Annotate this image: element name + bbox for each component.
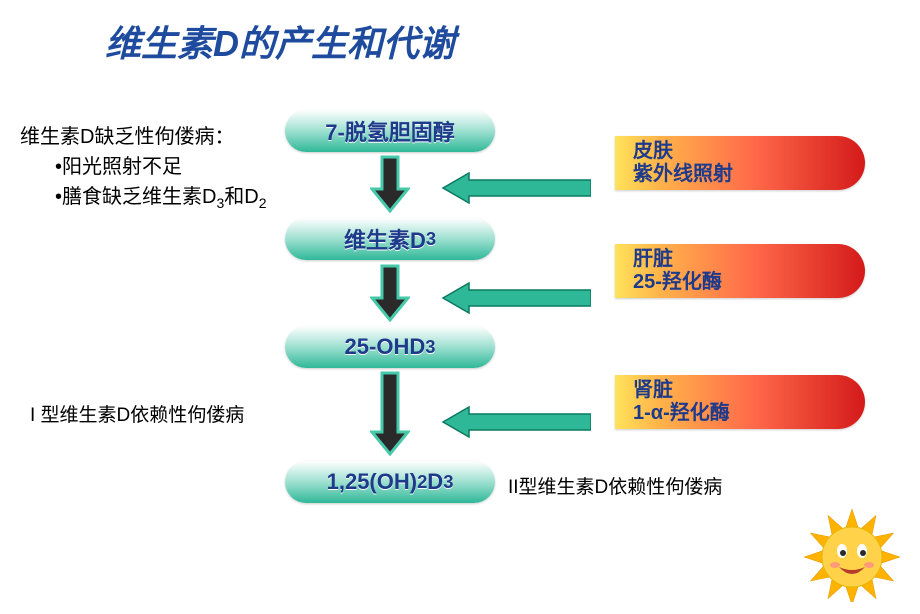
center-pill-2: 25-OHD3 — [285, 326, 495, 368]
arrow-green-0 — [441, 172, 591, 209]
arrow-green-2 — [441, 406, 591, 443]
bullet-2: •膳食缺乏维生素D3和D2 — [55, 180, 267, 211]
right-pill-1: 肝脏25-羟化酶 — [615, 244, 865, 298]
left-note-type1: I 型维生素D依赖性佝偻病 — [30, 400, 244, 427]
page-title: 维生素D的产生和代谢 — [105, 15, 455, 67]
sun-icon — [802, 502, 902, 602]
arrow-down-2 — [370, 371, 410, 456]
right-pill-0: 皮肤紫外线照射 — [615, 136, 865, 190]
center-pill-3: 1,25(OH)2D3 — [285, 461, 495, 503]
arrow-green-1 — [441, 282, 591, 319]
bullet-1: •阳光照射不足 — [55, 150, 182, 179]
right-note-type2: II型维生素D依赖性佝偻病 — [508, 472, 722, 499]
center-pill-1: 维生素D3 — [285, 218, 495, 260]
arrow-down-0 — [370, 155, 410, 213]
right-pill-2: 肾脏1-α-羟化酶 — [615, 375, 865, 429]
center-pill-0: 7-脱氢胆固醇 — [285, 110, 495, 152]
deficiency-heading: 维生素D缺乏性佝偻病： — [20, 120, 234, 149]
arrow-down-1 — [370, 264, 410, 322]
